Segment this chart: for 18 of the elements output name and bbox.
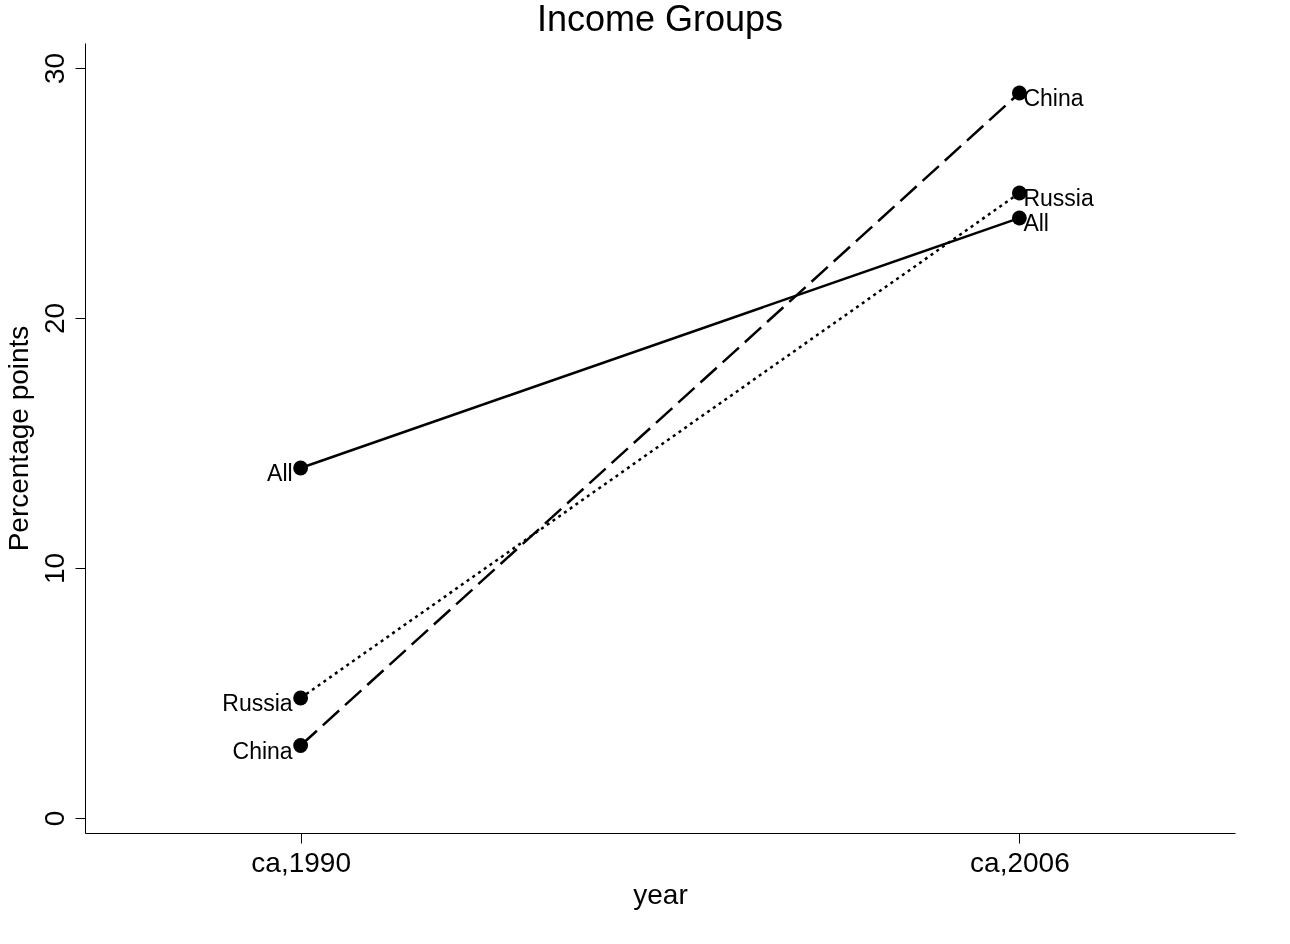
- y-axis-title: Percentage points: [2, 325, 34, 552]
- x-tick-label: ca,1990: [251, 846, 351, 878]
- y-tick-label: 10: [38, 552, 70, 585]
- series-label: All: [1023, 210, 1049, 236]
- y-tick-label: 20: [38, 302, 70, 335]
- text: China: [232, 737, 293, 764]
- series-label: Russia: [1023, 185, 1094, 211]
- y-tick-label: 0: [38, 810, 70, 827]
- point: [293, 690, 309, 706]
- x-axis-title: year: [633, 878, 688, 910]
- text: Russia: [222, 690, 293, 716]
- y-tick-label: 30: [38, 52, 70, 85]
- point: [293, 460, 309, 476]
- text: All: [267, 460, 293, 486]
- point: [293, 738, 309, 753]
- x-tick-label: ca,2006: [970, 846, 1070, 878]
- series-label: China: [1023, 85, 1084, 111]
- chart-title: Income Groups: [536, 0, 784, 39]
